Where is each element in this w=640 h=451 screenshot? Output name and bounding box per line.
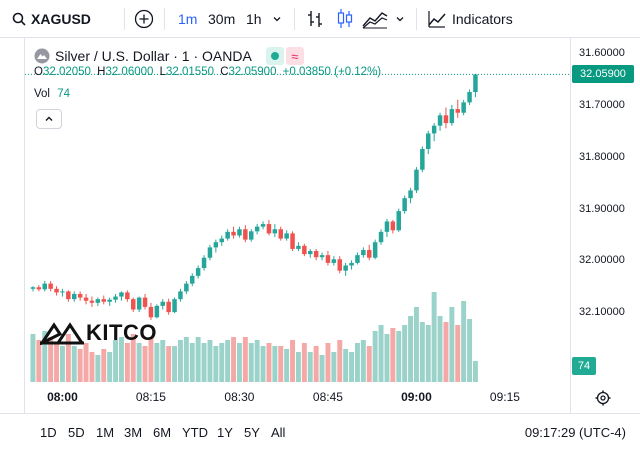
indicators-button[interactable]: Indicators <box>428 0 513 38</box>
toolbar-divider <box>164 8 165 30</box>
market-open-dot-icon <box>265 47 284 65</box>
range-all-button[interactable]: All <box>271 425 286 440</box>
chart-type-chevron-down-icon[interactable] <box>395 0 405 38</box>
last-volume-badge: 74 <box>572 357 596 375</box>
time-tick-label: 09:00 <box>401 390 432 404</box>
time-tick-label: 08:30 <box>224 390 255 404</box>
utc-clock[interactable]: 09:17:29 (UTC-4) <box>524 425 626 440</box>
time-tick-label: 08:15 <box>135 390 166 404</box>
high-key: H <box>97 66 106 78</box>
volume-value: 74 <box>57 88 70 100</box>
indicators-label: Indicators <box>452 11 513 27</box>
volume-legend: Vol 74 <box>34 88 70 100</box>
price-tick-label: 32.00000 <box>579 254 625 267</box>
compare-symbol-plus-icon[interactable] <box>134 0 154 38</box>
open-value: 32.02050 <box>42 66 91 78</box>
close-key: C <box>220 66 229 78</box>
collapse-legend-button[interactable] <box>36 109 62 129</box>
price-tick-label: 31.70000 <box>579 98 625 111</box>
kitco-watermark: KITCO <box>40 320 157 346</box>
interval-30m[interactable]: 30m <box>208 11 236 27</box>
kitco-wordmark: KITCO <box>86 320 157 345</box>
chart-legend: Silver / U.S. Dollar · 1 · OANDA ≈ <box>34 46 304 66</box>
chevron-up-icon <box>44 114 54 124</box>
open-key: O <box>34 66 43 78</box>
area-chart-type-icon[interactable] <box>362 0 388 38</box>
toolbar-divider <box>294 8 295 30</box>
time-tick-label: 09:15 <box>489 390 520 404</box>
bar-chart-type-icon[interactable] <box>306 0 324 38</box>
price-change: +0.03850 (+0.12%) <box>282 66 382 78</box>
chart-settings-gear-icon[interactable] <box>595 380 611 416</box>
interval-1m[interactable]: 1m <box>178 11 198 27</box>
price-axis[interactable] <box>570 38 640 413</box>
candles-chart-type-icon[interactable] <box>336 0 354 38</box>
low-key: L <box>159 66 167 78</box>
kitco-logo-icon <box>40 321 84 345</box>
bottom-range-bar: 1D 5D 1M 3M 6M YTD 1Y 5Y All 09:17:29 (U… <box>0 413 640 451</box>
range-3m-button[interactable]: 3M <box>124 425 143 440</box>
time-tick-label: 08:00 <box>47 390 78 404</box>
range-5y-button[interactable]: 5Y <box>244 425 260 440</box>
chart-title: Silver / U.S. Dollar · 1 · OANDA <box>55 48 252 64</box>
price-tick-label: 31.90000 <box>579 202 625 215</box>
interval-chevron-down-icon[interactable] <box>272 0 282 38</box>
range-1y-button[interactable]: 1Y <box>217 425 233 440</box>
range-6m-button[interactable]: 6M <box>153 425 172 440</box>
price-tick-label: 31.80000 <box>579 150 625 163</box>
last-price-badge: 32.05900 <box>572 65 634 84</box>
ohlc-values: O32.02050 H32.06000 L32.01550 C32.05900 … <box>34 66 381 78</box>
symbol-label: XAGUSD <box>31 11 91 27</box>
toolbar-divider <box>124 8 125 30</box>
top-toolbar: XAGUSD 1m 30m 1h Indicators <box>0 0 640 38</box>
market-status-icon <box>34 48 50 64</box>
range-5d-button[interactable]: 5D <box>68 425 85 440</box>
range-1m-button[interactable]: 1M <box>96 425 115 440</box>
range-ytd-button[interactable]: YTD <box>182 425 208 440</box>
data-delay-wave-icon: ≈ <box>285 47 304 65</box>
symbol-search[interactable]: XAGUSD <box>12 0 91 38</box>
range-1d-button[interactable]: 1D <box>40 425 57 440</box>
price-tick-label: 31.60000 <box>579 47 625 60</box>
high-value: 32.06000 <box>105 66 154 78</box>
price-tick-label: 32.10000 <box>579 306 625 319</box>
toolbar-divider <box>416 8 417 30</box>
search-icon <box>12 12 26 26</box>
volume-label: Vol <box>34 88 50 100</box>
time-tick-label: 08:45 <box>312 390 343 404</box>
close-value: 32.05900 <box>228 66 277 78</box>
indicators-chart-icon <box>428 10 446 28</box>
low-value: 32.01550 <box>166 66 214 78</box>
chart-pane[interactable] <box>24 38 640 413</box>
interval-1h[interactable]: 1h <box>246 11 262 27</box>
